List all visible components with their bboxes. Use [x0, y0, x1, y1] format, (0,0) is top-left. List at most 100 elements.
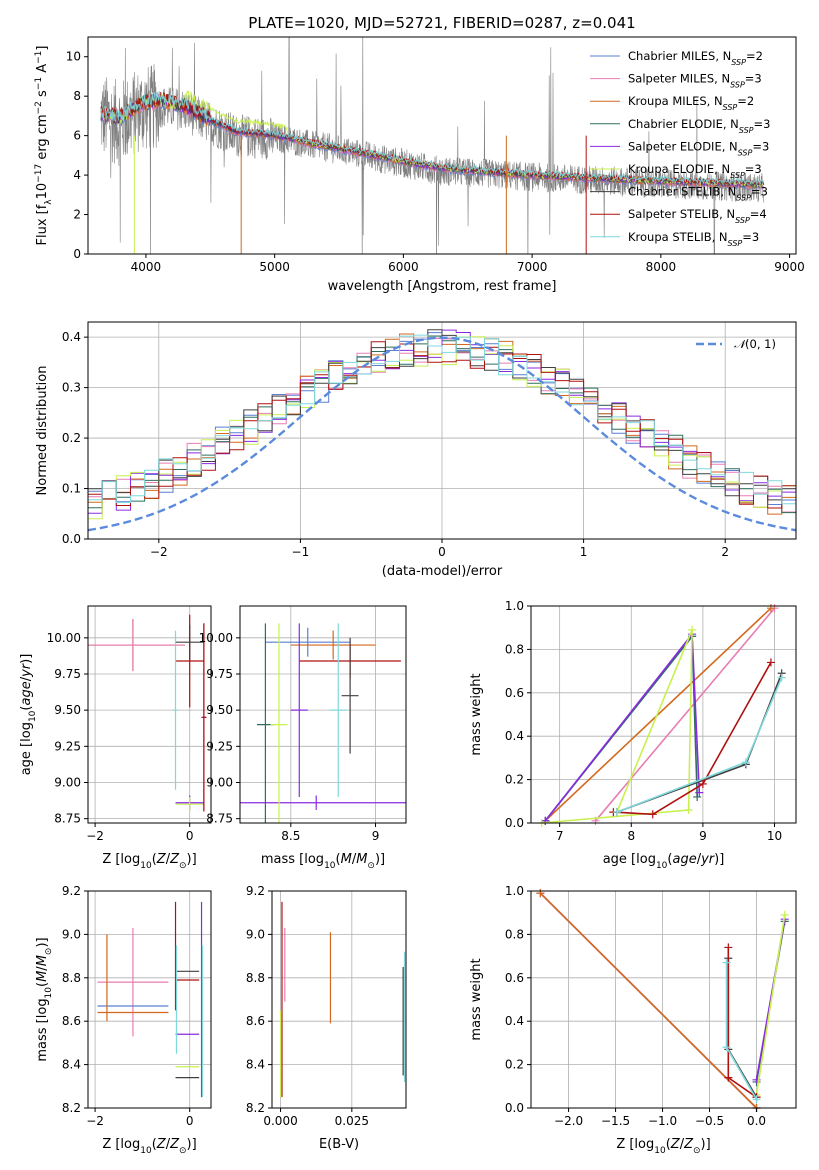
legend-label: Chabrier ELODIE, NSSP=3: [628, 117, 770, 135]
y-tick-label: 0.0: [505, 1101, 524, 1115]
data-marker: [722, 958, 731, 967]
x-tick-label: 10: [767, 829, 782, 843]
x-tick-label: 1: [580, 545, 588, 559]
y-tick-label: 9.2: [246, 884, 265, 898]
residuals-panel: −2 −1 0 1 2 0.0 0.1 0.2 0.3 0.4 (data-model)/error…: [35, 321, 797, 579]
data-marker: [698, 779, 707, 788]
data-marker: [777, 673, 786, 682]
data-marker: [741, 758, 750, 767]
x-tick-label: 7: [556, 829, 564, 843]
y-tick-label: 0.0: [505, 816, 524, 830]
plot-area: [537, 604, 786, 827]
y-tick-label: 8.75: [54, 812, 81, 826]
x-tick-label: 8: [627, 829, 635, 843]
y-tick-label: 0.4: [62, 330, 81, 344]
series-line: [594, 607, 776, 822]
data-marker: [695, 788, 704, 797]
y-tick-label: 8.6: [62, 1014, 81, 1028]
y-tick-label: 0.2: [62, 431, 81, 445]
y-tick-label: 9.50: [54, 703, 81, 717]
y-tick-label: 9.25: [206, 739, 233, 753]
axes-frame: [239, 605, 407, 824]
legend-label: Kroupa STELIB, NSSP=3: [628, 230, 759, 248]
axes-frame: [87, 605, 212, 824]
y-tick-label: 0.8: [505, 642, 524, 656]
histogram-step: [88, 341, 796, 509]
gaussian-reference-curve: [88, 336, 796, 532]
y-tick-label: 9.75: [206, 667, 233, 681]
axes-frame: [530, 605, 797, 824]
plot-area: [279, 901, 406, 1098]
x-tick-label: 9000: [774, 260, 805, 274]
series-line: [541, 629, 693, 824]
series-line: [544, 634, 698, 822]
x-axis-label: E(B-V): [319, 1137, 359, 1152]
x-tick-label: −2: [86, 1114, 104, 1128]
x-axis-label: (data-model)/error: [382, 564, 503, 579]
data-marker: [780, 910, 789, 919]
y-tick-label: 9.2: [62, 884, 81, 898]
x-tick-label: −2: [86, 829, 104, 843]
y-tick-label: 0.1: [62, 482, 81, 496]
y-tick-label: 0: [73, 247, 81, 261]
y-tick-label: 9.0: [246, 927, 265, 941]
axes-frame: [87, 36, 797, 255]
x-tick-label: 5000: [259, 260, 290, 274]
y-tick-label: 8: [73, 89, 81, 103]
age-vs-mass-panel: 8.5 9 8.75 9.00 9.25 9.50 9.75 10.00 mass [log10…: [199, 605, 407, 871]
y-tick-label: 0.0: [62, 532, 81, 546]
y-tick-label: 0.6: [505, 971, 524, 985]
legend-label: Salpeter MILES, NSSP=3: [628, 72, 762, 90]
x-tick-label: 0: [186, 1114, 194, 1128]
y-tick-label: 8.2: [62, 1101, 81, 1115]
x-tick-label: 0: [186, 829, 194, 843]
x-tick-label: 2: [721, 545, 729, 559]
series-line: [613, 662, 772, 816]
weight-vs-age-panel: 7 8 9 10 0.0 0.2 0.4 0.6 0.8 1.0 mass weight age [l…: [469, 599, 797, 871]
histogram-step: [88, 329, 796, 514]
data-marker: [688, 625, 697, 634]
data-marker: [612, 808, 621, 817]
data-marker: [722, 1043, 731, 1052]
x-axis-label: wavelength [Angstrom, rest frame]: [328, 279, 557, 294]
x-tick-label: 0: [438, 545, 446, 559]
y-tick-label: 0.3: [62, 381, 81, 395]
y-tick-label: 10: [66, 50, 81, 64]
y-tick-label: 0.6: [505, 686, 524, 700]
x-tick-label: 0.000: [263, 1114, 297, 1128]
legend-label: Kroupa MILES, NSSP=2: [628, 94, 754, 112]
series-line: [539, 892, 758, 1109]
y-tick-label: 9.00: [206, 775, 233, 789]
y-axis-label: mass [log10(M/M⊙)]: [35, 937, 54, 1061]
y-tick-label: 10.00: [47, 631, 81, 645]
y-tick-label: 9.00: [54, 775, 81, 789]
data-marker: [684, 805, 693, 814]
legend-label: 𝒩(0, 1): [734, 337, 776, 351]
data-marker: [724, 943, 733, 952]
histogram-step: [88, 329, 796, 501]
y-tick-label: 9.75: [54, 667, 81, 681]
plot-area: [240, 623, 406, 823]
x-tick-label: 9: [699, 829, 707, 843]
legend-label: Chabrier STELIB, NSSP=3: [628, 185, 768, 203]
y-tick-label: 9.50: [206, 703, 233, 717]
legend-label: Chabrier MILES, NSSP=2: [628, 49, 763, 67]
x-tick-label: −0.5: [695, 1114, 724, 1128]
histogram-step: [88, 334, 796, 505]
plot-area: [88, 329, 796, 532]
data-marker: [693, 792, 702, 801]
axes-frame: [530, 890, 797, 1109]
y-tick-label: 1.0: [505, 599, 524, 613]
mass-vs-metallicity-panel: −2 0 8.2 8.4 8.6 8.8 9.0 9.2 Z [log10(Z/Z⊙)] mass…: [35, 884, 212, 1156]
x-tick-label: −2: [150, 545, 168, 559]
model-spectrum-line: [100, 91, 765, 187]
plot-area: [97, 901, 204, 1098]
plot-area: [88, 614, 207, 812]
x-axis-label: mass [log10(M/M⊙)]: [261, 852, 385, 871]
y-tick-label: 0.2: [505, 1058, 524, 1072]
series-line: [544, 607, 772, 822]
weight-vs-metallicity-panel: −2.0 −1.5 −1.0 −0.5 0.0 0.0 0.2 0.4 0.6 0.8 1.0 mas…: [469, 884, 797, 1156]
y-tick-label: 10.00: [199, 631, 233, 645]
data-marker: [766, 658, 775, 667]
